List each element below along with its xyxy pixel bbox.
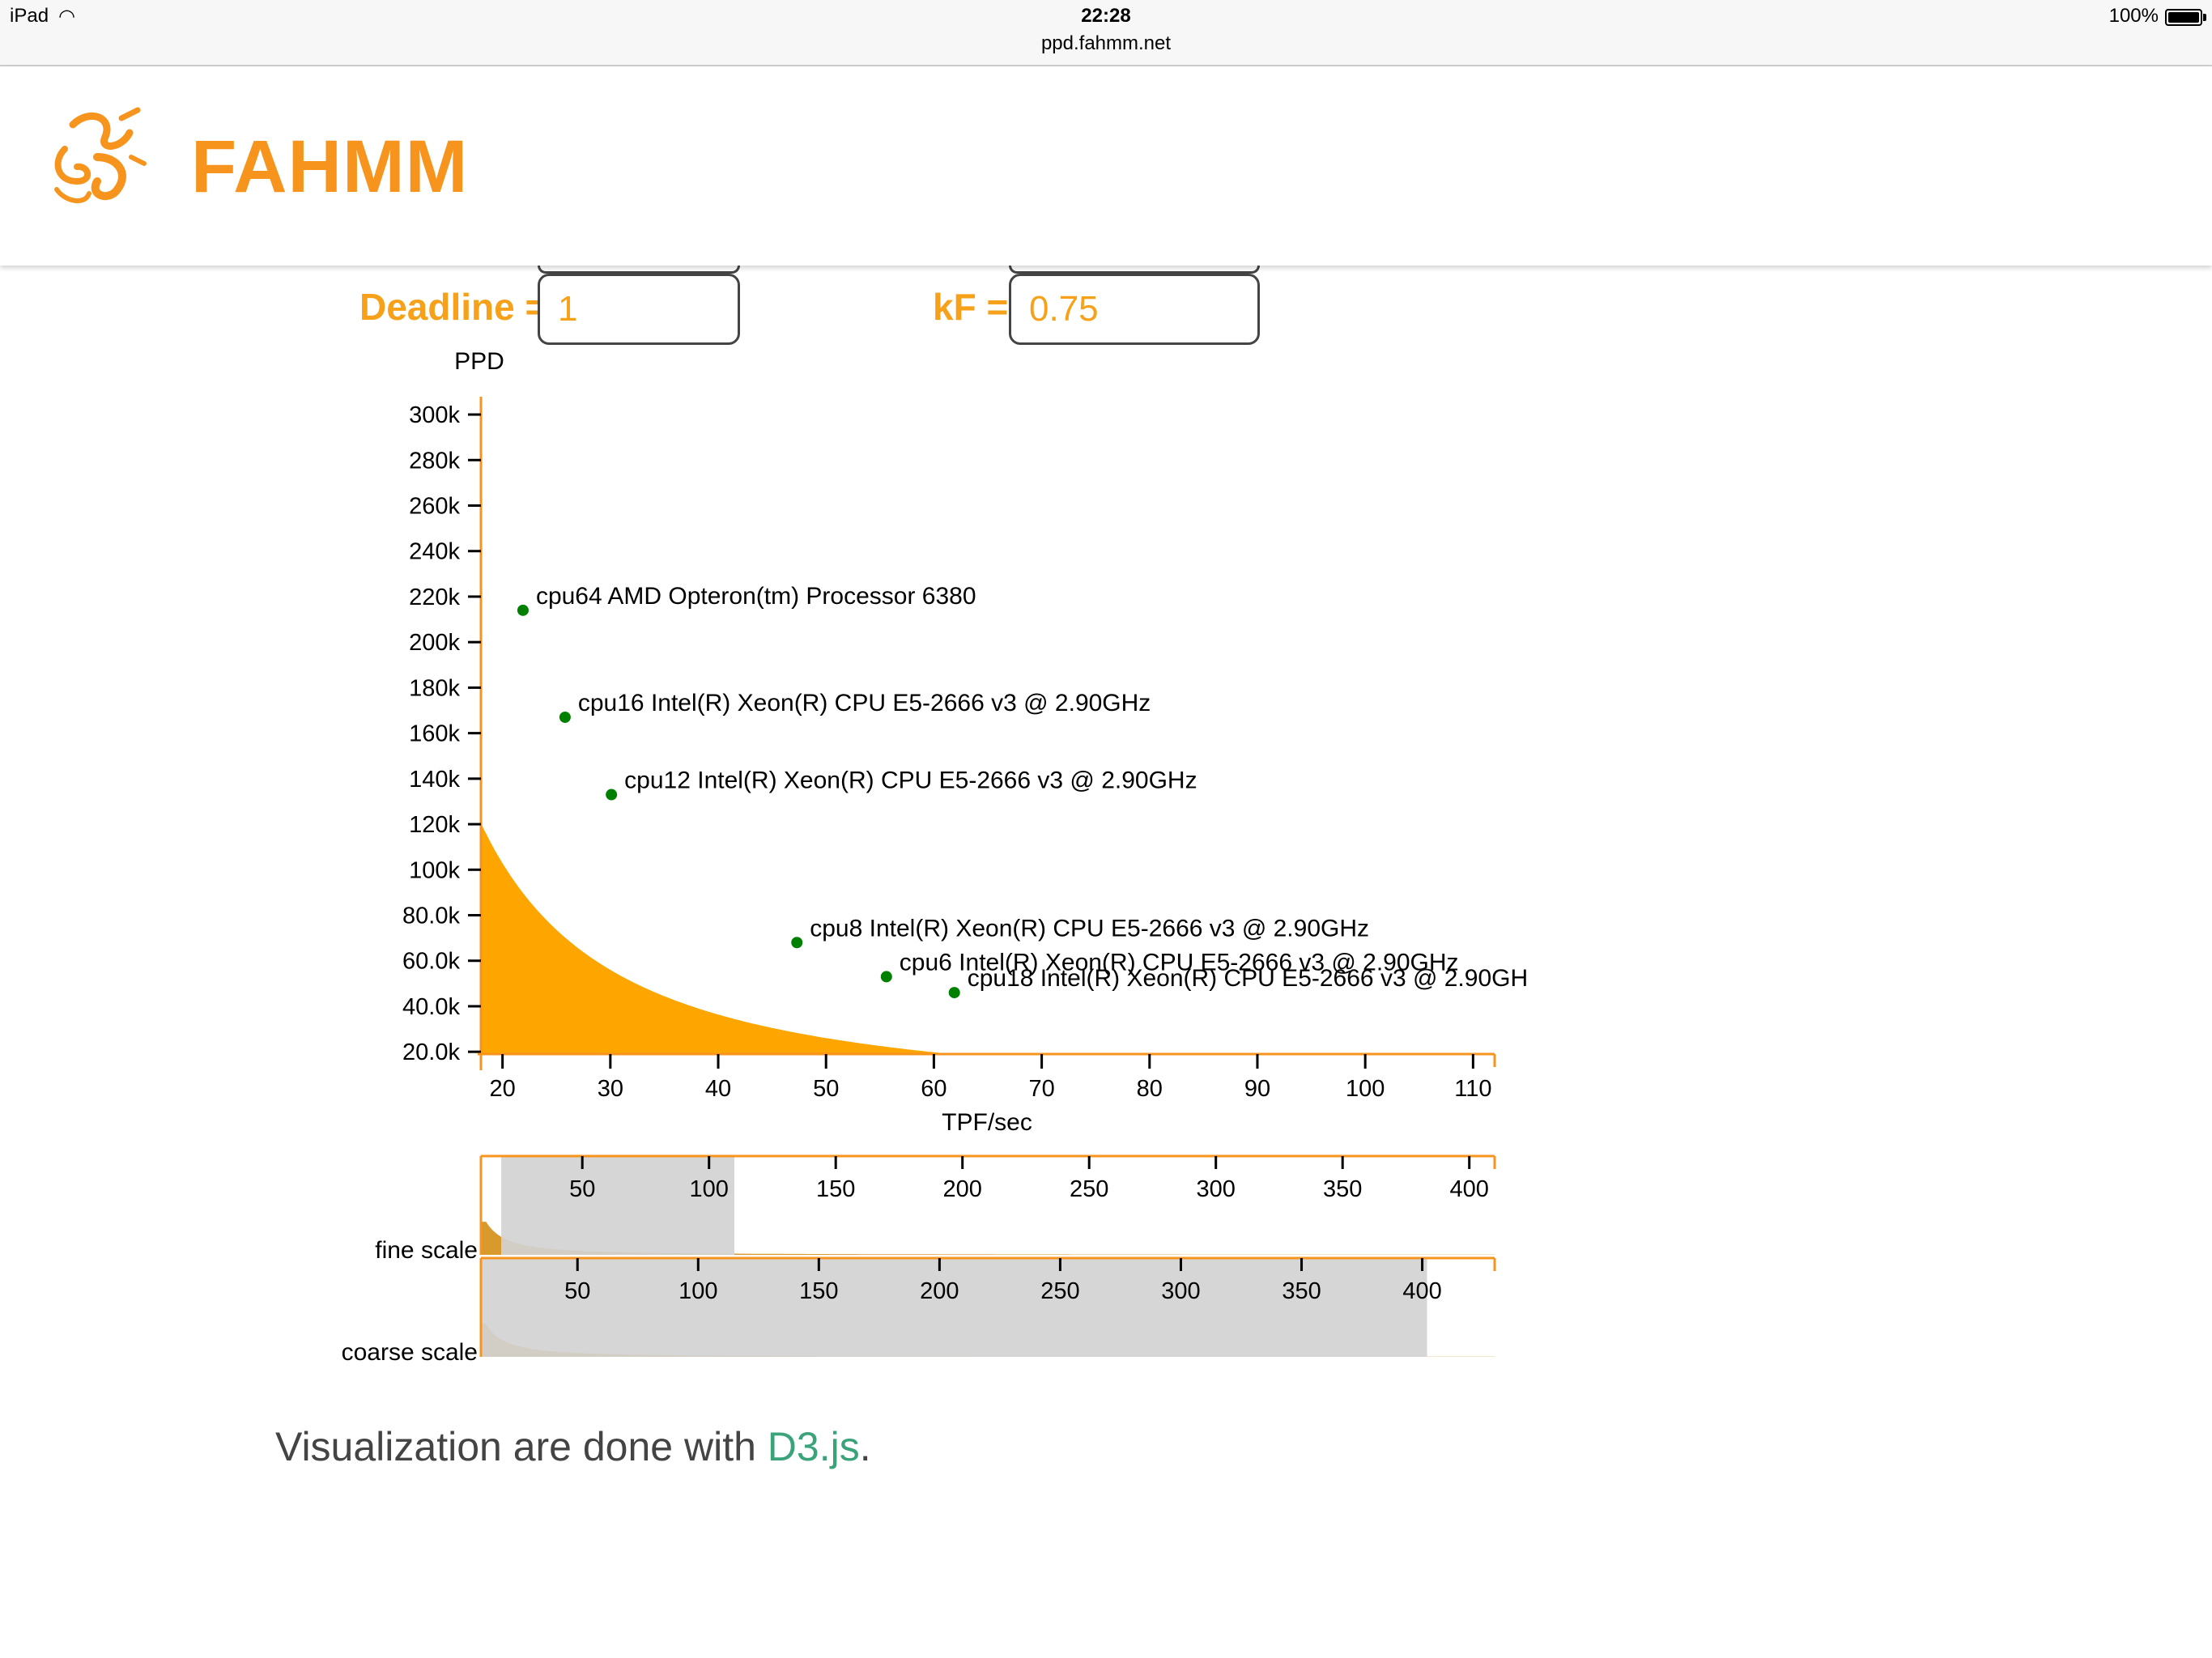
data-point-label: cpu64 AMD Opteron(tm) Processor 6380 <box>536 583 976 610</box>
brush-tick-label: 150 <box>816 1176 855 1202</box>
wifi-icon: ◠ <box>58 6 75 28</box>
brush-tick-label: 300 <box>1161 1278 1200 1304</box>
data-point[interactable] <box>948 987 960 999</box>
coarse-scale-brush[interactable]: coarse scale 50 100 150 200 250 300 350 400 <box>342 1256 1496 1366</box>
y-tick-label: 120k <box>409 812 460 838</box>
x-tick-label: 20 <box>490 1076 516 1102</box>
y-tick-label: 20.0k <box>402 1039 460 1065</box>
data-point-label: cpu12 Intel(R) Xeon(R) CPU E5-2666 v3 @ … <box>624 767 1197 794</box>
footer-suffix: . <box>859 1424 871 1469</box>
fine-scale-brush[interactable]: fine scale 50 100 150 200 250 300 350 400 <box>375 1154 1496 1264</box>
brush-tick-label: 250 <box>1070 1176 1108 1202</box>
brush-tick-label: 50 <box>569 1176 595 1202</box>
brush-tick-label: 50 <box>564 1278 590 1304</box>
y-tick-label: 60.0k <box>402 949 460 975</box>
deadline-input[interactable] <box>538 274 740 345</box>
data-point[interactable] <box>559 711 571 723</box>
x-axis-label: TPF/sec <box>942 1109 1032 1136</box>
brush-tick-label: 350 <box>1323 1176 1362 1202</box>
brush-tick-label: 200 <box>920 1278 959 1304</box>
y-tick-label: 200k <box>409 630 460 656</box>
y-tick-label: 40.0k <box>402 994 460 1020</box>
x-tick-label: 80 <box>1137 1076 1163 1102</box>
kf-label: kF = <box>933 286 1009 328</box>
data-point[interactable] <box>606 789 618 801</box>
deadline-label: Deadline = <box>359 286 547 328</box>
brush-tick-label: 100 <box>690 1176 729 1202</box>
kf-input[interactable] <box>1009 274 1260 345</box>
brand-title[interactable]: FAHMM <box>191 125 469 208</box>
site-header: FAHMM <box>0 66 2212 266</box>
device-name: iPad <box>10 5 49 27</box>
brush-tick-label: 150 <box>799 1278 838 1304</box>
x-tick-label: 90 <box>1244 1076 1270 1102</box>
data-point[interactable] <box>791 937 803 949</box>
y-tick-label: 140k <box>409 767 460 793</box>
y-axis-label: PPD <box>454 348 504 375</box>
y-tick-label: 220k <box>409 585 460 610</box>
footer-note: Visualization are done with D3.js. <box>275 1423 871 1470</box>
x-tick-label: 50 <box>813 1076 839 1102</box>
brush-tick-label: 100 <box>678 1278 717 1304</box>
battery-icon <box>2165 9 2206 26</box>
fine-scale-label: fine scale <box>375 1237 478 1264</box>
data-point[interactable] <box>517 604 529 616</box>
y-tick-label: 300k <box>409 402 460 428</box>
brush-tick-label: 350 <box>1282 1278 1321 1304</box>
y-axis: 20.0k 40.0k 60.0k 80.0k 100k 120k 140k 160k 180k… <box>402 397 483 1070</box>
data-points: cpu64 AMD Opteron(tm) Processor 6380 cpu1… <box>517 583 1528 999</box>
x-tick-label: 60 <box>921 1076 946 1102</box>
ppd-area <box>481 823 1474 1054</box>
d3-link[interactable]: D3.js <box>767 1424 860 1469</box>
data-point-label: cpu16 Intel(R) Xeon(R) CPU E5-2666 v3 @ … <box>578 690 1151 716</box>
y-tick-label: 160k <box>409 721 460 747</box>
x-tick-label: 70 <box>1028 1076 1054 1102</box>
x-axis: 20 30 40 50 60 70 80 90 100 110 <box>478 1052 1496 1102</box>
x-tick-label: 100 <box>1346 1076 1385 1102</box>
battery-percent: 100% <box>2108 5 2159 27</box>
input-stub <box>538 266 740 274</box>
protein-logo-icon[interactable] <box>40 100 154 214</box>
y-tick-label: 280k <box>409 448 460 474</box>
x-tick-label: 110 <box>1454 1076 1491 1102</box>
footer-text: Visualization are done with <box>275 1424 768 1469</box>
y-tick-label: 240k <box>409 539 460 565</box>
brush-tick-label: 200 <box>943 1176 982 1202</box>
y-tick-label: 260k <box>409 494 460 520</box>
brush-tick-label: 400 <box>1450 1176 1489 1202</box>
brush-tick-label: 300 <box>1197 1176 1236 1202</box>
status-bar: iPad ◠ 22:28 ppd.fahmm.net 100% <box>0 0 2212 66</box>
y-tick-label: 80.0k <box>402 903 460 929</box>
data-point[interactable] <box>880 971 892 983</box>
input-stub <box>1009 266 1260 274</box>
brush-selection[interactable] <box>481 1258 1427 1357</box>
data-point-label: cpu8 Intel(R) Xeon(R) CPU E5-2666 v3 @ 2… <box>810 915 1369 942</box>
main-chart: 20.0k 40.0k 60.0k 80.0k 100k 120k 140k 160k 180k… <box>402 348 1528 1136</box>
x-tick-label: 30 <box>598 1076 623 1102</box>
y-tick-label: 180k <box>409 675 460 701</box>
data-point-label: cpu6 Intel(R) Xeon(R) CPU E5-2666 v3 @ 2… <box>900 949 1459 976</box>
coarse-scale-label: coarse scale <box>342 1339 478 1366</box>
brush-selection[interactable] <box>501 1156 734 1255</box>
brush-tick-label: 400 <box>1402 1278 1441 1304</box>
data-point-label: cpu18 Intel(R) Xeon(R) CPU E5-2666 v3 @ … <box>968 965 1528 992</box>
x-tick-label: 40 <box>705 1076 731 1102</box>
brush-tick-label: 250 <box>1040 1278 1079 1304</box>
address-bar[interactable]: ppd.fahmm.net <box>1040 32 1172 54</box>
y-tick-label: 100k <box>409 857 460 883</box>
clock: 22:28 <box>1081 5 1131 27</box>
